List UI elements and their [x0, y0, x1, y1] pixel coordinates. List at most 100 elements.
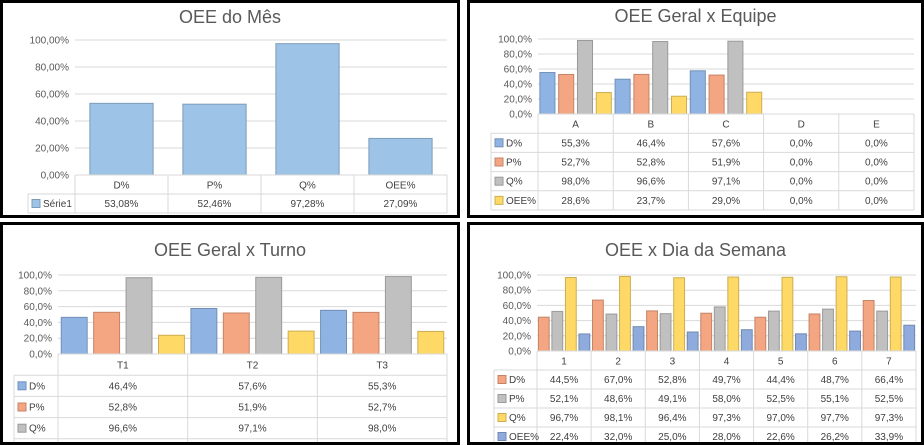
y-tick-label: 40,00% [35, 117, 69, 128]
legend-label: Q% [509, 413, 526, 424]
legend-key-qpct [497, 413, 507, 422]
bar-qpct-a [576, 40, 594, 115]
bar-dpct-a [539, 72, 556, 115]
bar-s-rie1-dpct [89, 102, 154, 176]
legend-key-ppct [494, 157, 504, 167]
legend-label: D% [29, 381, 45, 392]
data-label: 33,9% [875, 432, 903, 442]
data-label: 29,0% [712, 196, 740, 207]
data-label: 52,1% [550, 394, 578, 405]
data-label: 97,1% [712, 177, 740, 188]
category-label: 5 [778, 357, 784, 368]
bar-oeepct-t3 [417, 330, 445, 355]
y-tick-label: 60,0% [504, 65, 532, 76]
bar-oeepct-6 [849, 330, 862, 352]
bar-ppct-2 [605, 313, 618, 352]
bar-ppct-1 [551, 310, 564, 352]
bar-ppct-t3 [352, 311, 380, 355]
data-label: 52,46% [198, 199, 232, 210]
bar-ppct-t1 [93, 311, 121, 355]
legend-key-s-rie1 [31, 199, 41, 208]
data-label: 0,0% [865, 138, 888, 149]
category-label: 6 [832, 357, 838, 368]
category-label: T2 [247, 361, 259, 372]
bar-qpct-c [727, 40, 744, 115]
data-label: 55,1% [821, 394, 849, 405]
bar-qpct-3 [673, 277, 686, 352]
bar-s-rie1-qpct [275, 43, 340, 176]
y-tick-label: 60,0% [24, 302, 52, 313]
legend-label: P% [29, 403, 45, 414]
legend-key-oeepct [497, 432, 507, 441]
bar-oeepct-2 [632, 326, 645, 352]
chart-title: OEE x Dia da Semana [605, 240, 787, 260]
bar-oeepct-7 [903, 324, 916, 352]
bar-ppct-a [558, 73, 575, 115]
category-label: Q% [299, 181, 316, 192]
bar-qpct-2 [619, 275, 631, 352]
legend-key-qpct [17, 423, 27, 433]
data-label: 97,1% [238, 424, 266, 435]
chart-svg: OEE Geral x Equipe 0,0% 20,0% 40,0% 60,0% 80,… [490, 6, 915, 211]
legend-key-ppct [17, 402, 27, 412]
data-label: 96,7% [550, 413, 578, 424]
bar-dpct-7 [862, 300, 875, 352]
chart-title: OEE do Mês [179, 7, 281, 27]
data-label: 22,6% [766, 432, 794, 442]
y-tick-label: 80,00% [35, 63, 69, 74]
legend-key-oeepct [494, 195, 504, 205]
bar-qpct-t3 [384, 276, 412, 355]
bar-oeepct-1 [578, 333, 591, 352]
chart-oee-do-mes: OEE do Mês 0,00% 20,00% 40,00% 60,00% 80,00% 1… [0, 0, 460, 218]
data-label: 46,4% [109, 381, 137, 392]
data-label: 27,09% [384, 199, 418, 210]
data-label: 97,3% [875, 413, 903, 424]
data-label: 28,0% [712, 432, 740, 442]
bar-ppct-7 [876, 310, 889, 352]
data-label: 97,0% [766, 413, 794, 424]
y-tick-label: 100,0% [498, 35, 532, 46]
bar-ppct-t2 [222, 312, 250, 355]
legend-label: Série1 [43, 199, 72, 210]
bar-ppct-6 [822, 308, 834, 352]
y-tick-label: 60,00% [35, 90, 69, 101]
y-tick-label: 60,0% [503, 301, 531, 312]
data-label: 49,7% [712, 375, 740, 386]
data-label: 0,0% [790, 177, 813, 188]
bar-oeepct-t1 [157, 334, 185, 355]
bar-oeepct-t2 [287, 330, 315, 355]
chart-svg: OEE Geral x Turno 0,0% 20,0% 40,0% 60,0% 80,0… [13, 240, 448, 442]
data-label: 22,4% [550, 432, 578, 442]
y-tick-label: 0,0% [29, 350, 52, 361]
bar-s-rie1-oeepct [368, 137, 433, 176]
category-label: E [873, 120, 880, 131]
data-label: 67,0% [604, 375, 632, 386]
category-label: D [798, 120, 805, 131]
legend-label: OEE% [506, 196, 536, 207]
data-label: 57,6% [712, 138, 740, 149]
bar-dpct-b [614, 78, 631, 115]
data-label: 44,4% [766, 375, 794, 386]
y-tick-label: 20,0% [503, 331, 531, 342]
data-label: 58,0% [712, 394, 740, 405]
data-label: 96,4% [658, 413, 686, 424]
data-label: 48,7% [821, 375, 849, 386]
bar-qpct-7 [889, 276, 902, 352]
data-label: 52,5% [875, 394, 903, 405]
bar-ppct-b [633, 73, 650, 115]
legend-key-dpct [494, 138, 504, 148]
data-label: 52,8% [109, 403, 137, 414]
category-label: C [722, 120, 729, 131]
category-label: 7 [886, 357, 892, 368]
chart-svg: OEE do Mês 0,00% 20,00% 40,00% 60,00% 80,00% 1… [27, 7, 448, 214]
category-label: T3 [376, 361, 388, 372]
category-label: P% [207, 181, 223, 192]
legend-key-dpct [497, 375, 507, 384]
y-tick-label: 0,0% [508, 347, 531, 358]
bar-qpct-4 [727, 276, 740, 352]
data-label: 98,0% [561, 177, 589, 188]
legend-label: Q% [29, 424, 46, 435]
legend-label: P% [506, 158, 522, 169]
data-label: 97,28% [291, 199, 325, 210]
bar-ppct-c [708, 74, 725, 115]
